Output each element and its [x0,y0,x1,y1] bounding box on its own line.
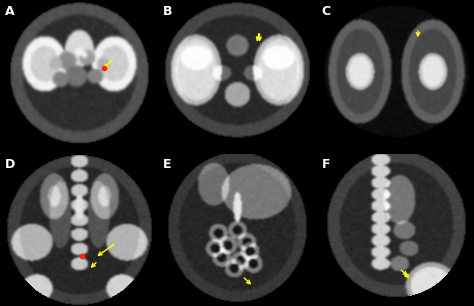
Text: B: B [163,5,173,17]
Text: C: C [321,5,331,17]
Text: D: D [5,158,15,171]
Text: A: A [5,5,14,17]
Text: F: F [321,158,330,171]
Text: E: E [163,158,172,171]
